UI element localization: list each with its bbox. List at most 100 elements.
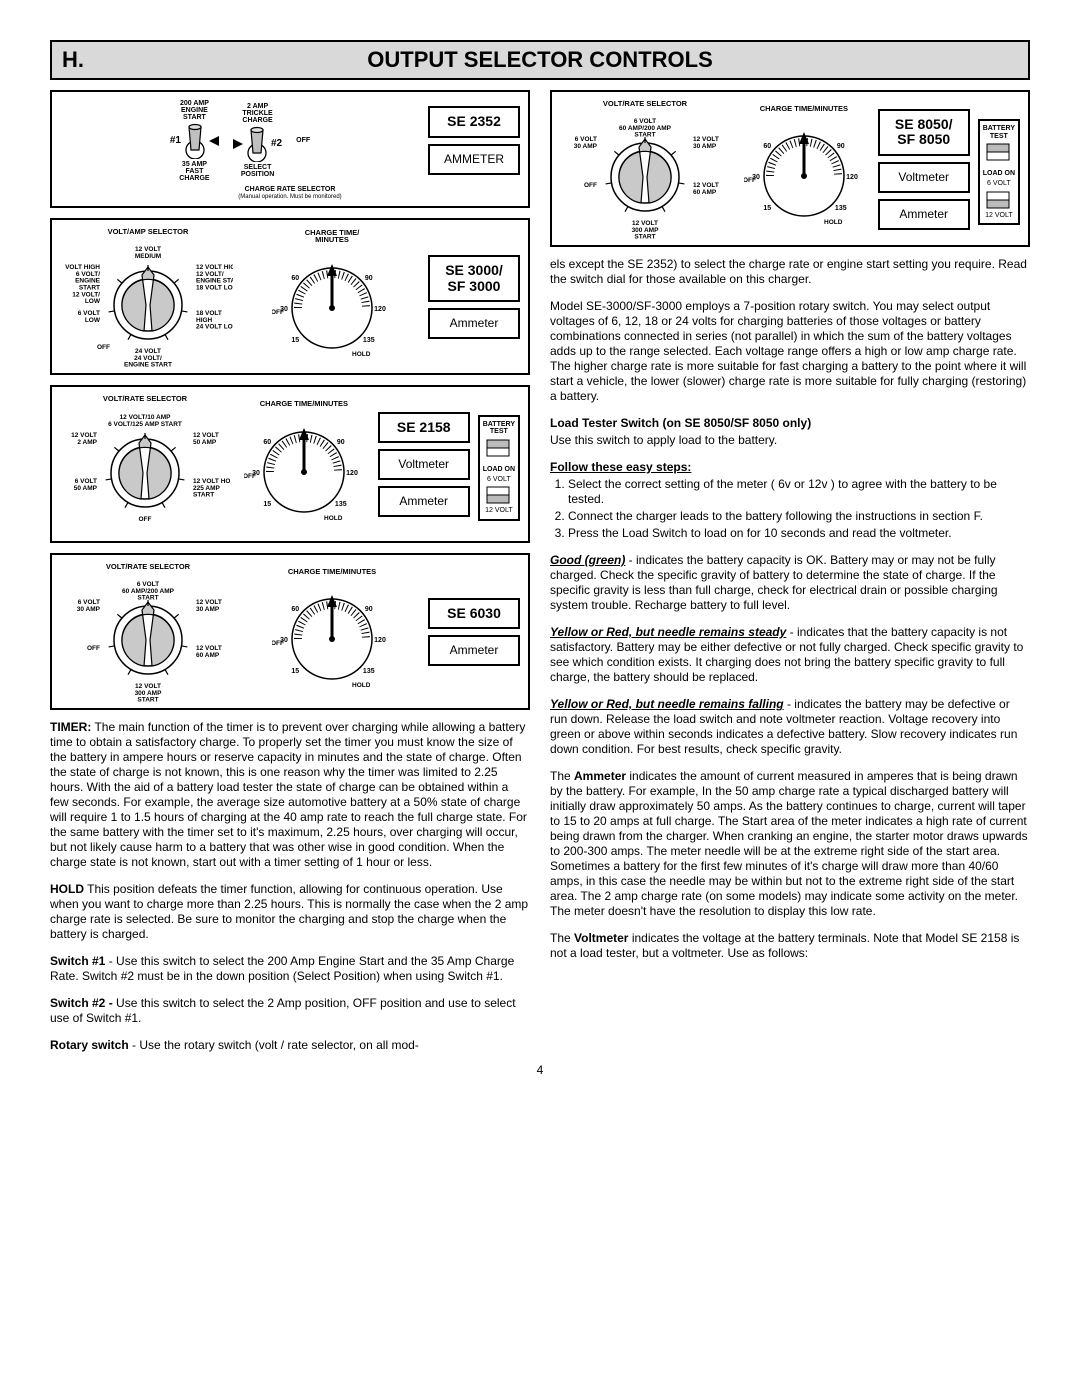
model-se2352: SE 2352	[428, 106, 520, 137]
panel-se3000: VOLT/AMP SELECTOR 12 VOLTMEDIUM12 VOLT H…	[50, 218, 530, 376]
timer-title: CHARGE TIME/MINUTES	[760, 105, 848, 113]
sw1-dn: 35 AMP FAST CHARGE	[179, 161, 209, 182]
left-arrow-icon	[209, 136, 219, 146]
svg-text:HOLD: HOLD	[352, 351, 371, 358]
p-rs: Rotary switch - Use the rotary switch (v…	[50, 1038, 530, 1053]
voltmeter-se2158: Voltmeter	[378, 449, 470, 480]
svg-text:15: 15	[263, 500, 271, 507]
svg-text:60 AMP: 60 AMP	[196, 652, 220, 659]
svg-text:OFF: OFF	[272, 309, 284, 316]
step-1: Select the correct setting of the meter …	[568, 477, 1030, 507]
right-arrow-icon	[233, 139, 243, 149]
svg-text:30 AMP: 30 AMP	[77, 606, 101, 613]
voltmeter-se8050: Voltmeter	[878, 162, 970, 193]
svg-text:60: 60	[763, 143, 771, 150]
model-se6030: SE 6030	[428, 598, 520, 629]
volt-selector-dial-se8050[interactable]: 6 VOLT60 AMP/200 AMPSTART12 VOLT30 AMP6 …	[560, 109, 730, 239]
svg-text:135: 135	[835, 205, 847, 212]
sw2-num: #2	[271, 139, 282, 149]
step-3: Press the Load Switch to load on for 10 …	[568, 526, 1030, 541]
p-hold: HOLD This position defeats the timer fun…	[50, 882, 530, 942]
p-loadswitch: Use this switch to apply load to the bat…	[550, 433, 1030, 448]
svg-text:120: 120	[846, 174, 858, 181]
p-sw2: Switch #2 - Use this switch to select th…	[50, 996, 530, 1026]
svg-text:50 AMP: 50 AMP	[193, 438, 217, 445]
section-title: OUTPUT SELECTOR CONTROLS	[367, 47, 713, 72]
volt-selector-title: VOLT/RATE SELECTOR	[603, 100, 687, 108]
p-cont: els except the SE 2352) to select the ch…	[550, 257, 1030, 287]
svg-text:60 AMP: 60 AMP	[693, 189, 717, 196]
volt-selector-dial-se6030[interactable]: 6 VOLT60 AMP/200 AMPSTART12 VOLT30 AMP6 …	[63, 572, 233, 702]
p-falling: Yellow or Red, but needle remains fallin…	[550, 697, 1030, 757]
meter-se3000: Ammeter	[428, 308, 520, 339]
ammeter-se2158: Ammeter	[378, 486, 470, 517]
svg-text:ENGINE START: ENGINE START	[124, 362, 172, 367]
svg-text:50 AMP: 50 AMP	[74, 484, 98, 491]
off-label: OFF	[296, 137, 310, 144]
svg-text:30 AMP: 30 AMP	[574, 143, 598, 150]
svg-text:135: 135	[335, 500, 347, 507]
svg-text:15: 15	[291, 337, 299, 344]
svg-text:OFF: OFF	[272, 640, 284, 647]
svg-text:OFF: OFF	[87, 645, 100, 652]
svg-text:OFF: OFF	[744, 177, 756, 184]
svg-text:START: START	[634, 132, 655, 139]
svg-text:135: 135	[363, 668, 375, 675]
timer-title: CHARGE TIME/MINUTES	[288, 568, 376, 576]
svg-text:90: 90	[337, 439, 345, 446]
toggle-switch-2[interactable]	[246, 126, 268, 162]
model-se3000: SE 3000/SF 3000	[428, 255, 520, 302]
volt-rocker[interactable]	[983, 188, 1013, 212]
timer-dial-se8050[interactable]: 15306090120135OFFHOLD	[744, 114, 864, 234]
load-rocker[interactable]	[483, 436, 513, 460]
volt-selector-title: VOLT/RATE SELECTOR	[103, 395, 187, 403]
meter-se6030: Ammeter	[428, 635, 520, 666]
svg-text:15: 15	[291, 668, 299, 675]
timer-dial-se2158[interactable]: 15306090120135OFFHOLD	[244, 410, 364, 530]
steps-head: Follow these easy steps:	[550, 460, 1030, 475]
svg-text:START: START	[634, 234, 655, 239]
volt-selector-dial-se3000[interactable]: 12 VOLTMEDIUM12 VOLT HIGH12 VOLT/ENGINE …	[63, 237, 233, 367]
timer-title: CHARGE TIME/ MINUTES	[305, 229, 360, 244]
p-voltmeter: The Voltmeter indicates the voltage at t…	[550, 931, 1030, 961]
svg-text:60: 60	[291, 275, 299, 282]
svg-text:6 VOLT/125 AMP START: 6 VOLT/125 AMP START	[108, 420, 182, 427]
svg-text:START: START	[193, 491, 214, 498]
p-3000: Model SE-3000/SF-3000 employs a 7-positi…	[550, 299, 1030, 404]
panel-se8050: VOLT/RATE SELECTOR 6 VOLT60 AMP/200 AMPS…	[550, 90, 1030, 248]
svg-text:2 AMP: 2 AMP	[77, 438, 97, 445]
volt-selector-title: VOLT/AMP SELECTOR	[108, 228, 189, 236]
timer-dial-se3000[interactable]: 15306090120135OFFHOLD	[272, 246, 392, 366]
battery-test-se2158: BATTERY TEST LOAD ON 6 VOLT 12 VOLT	[478, 415, 520, 521]
svg-text:HOLD: HOLD	[352, 682, 371, 689]
sw1-num: #1	[170, 136, 181, 146]
svg-text:60: 60	[291, 606, 299, 613]
timer-dial-se6030[interactable]: 15306090120135OFFHOLD	[272, 577, 392, 697]
p-steady: Yellow or Red, but needle remains steady…	[550, 625, 1030, 685]
ammeter-se8050: Ammeter	[878, 199, 970, 230]
steps-list: Select the correct setting of the meter …	[568, 477, 1030, 541]
meter-se2352: AMMETER	[428, 144, 520, 175]
charge-rate-selector-label: CHARGE RATE SELECTOR (Manual operation. …	[60, 186, 520, 200]
toggle-switch-1[interactable]	[184, 123, 206, 159]
svg-text:120: 120	[374, 306, 386, 313]
svg-text:24 VOLT LOW: 24 VOLT LOW	[196, 324, 233, 331]
load-rocker[interactable]	[983, 140, 1013, 164]
p-good: Good (green) - indicates the battery cap…	[550, 553, 1030, 613]
volt-rocker[interactable]	[483, 483, 513, 507]
page-number: 4	[50, 1063, 1030, 1078]
panel-se2352: 200 AMP ENGINE START #1 35 AMP FAST CHAR…	[50, 90, 530, 208]
svg-text:90: 90	[365, 606, 373, 613]
svg-text:90: 90	[837, 143, 845, 150]
p-sw1: Switch #1 - Use this switch to select th…	[50, 954, 530, 984]
svg-text:HOLD: HOLD	[824, 219, 843, 226]
sw2-up: 2 AMP TRICKLE CHARGE	[242, 103, 272, 124]
sw1-up: 200 AMP ENGINE START	[180, 100, 209, 121]
svg-text:START: START	[137, 697, 158, 702]
svg-text:135: 135	[363, 337, 375, 344]
svg-text:90: 90	[365, 275, 373, 282]
svg-text:OFF: OFF	[244, 473, 256, 480]
section-id: H.	[62, 46, 84, 74]
svg-text:120: 120	[346, 470, 358, 477]
volt-selector-dial-se2158[interactable]: 12 VOLT/10 AMP6 VOLT/125 AMP START12 VOL…	[60, 405, 230, 535]
